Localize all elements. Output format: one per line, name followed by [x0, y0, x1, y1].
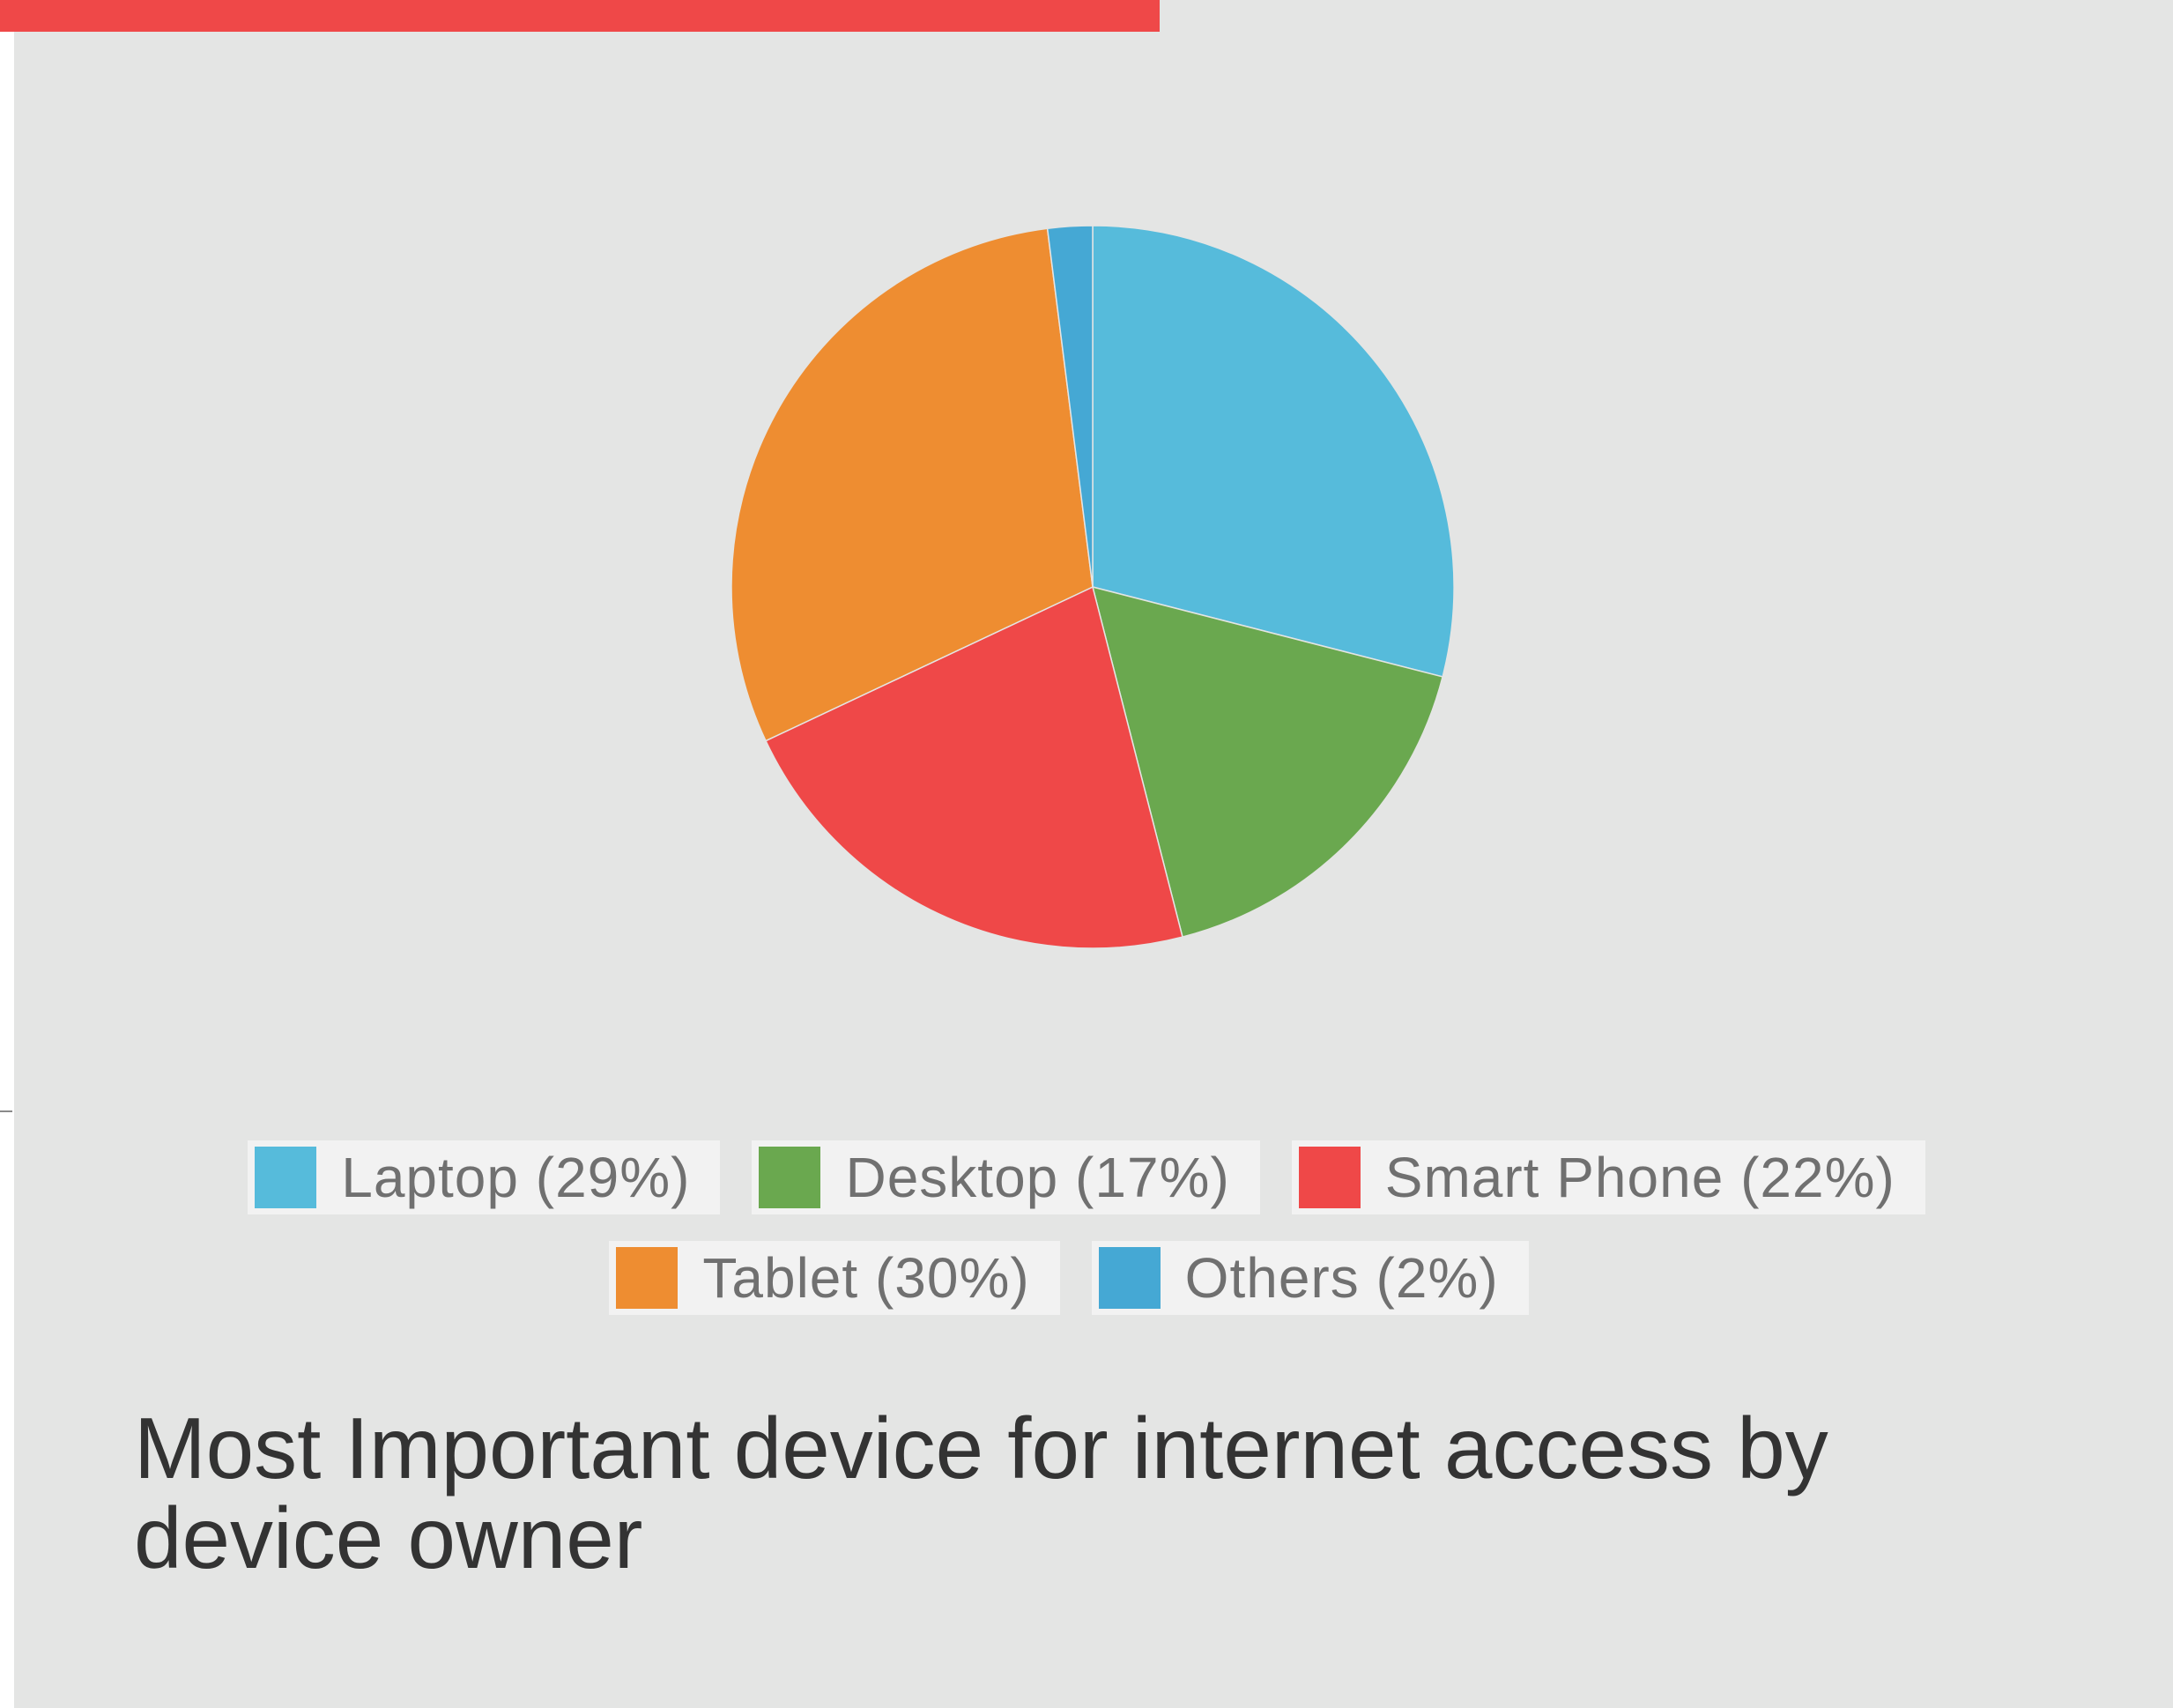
legend-label-others: Others (2%)	[1184, 1246, 1499, 1310]
legend-item-desktop[interactable]: Desktop (17%)	[752, 1140, 1260, 1214]
legend-row-1: Laptop (29%) Desktop (17%) Smart Phone (…	[0, 1140, 2173, 1214]
legend-label-smart-phone: Smart Phone (22%)	[1384, 1146, 1895, 1209]
legend-label-laptop: Laptop (29%)	[341, 1146, 691, 1209]
legend-swatch-others	[1098, 1247, 1161, 1309]
pie-slice-others[interactable]	[1046, 225, 1094, 588]
legend-swatch-smart-phone	[1298, 1147, 1361, 1208]
legend-item-laptop[interactable]: Laptop (29%)	[248, 1140, 721, 1214]
legend-label-tablet: Tablet (30%)	[702, 1246, 1030, 1310]
chart-legend: Laptop (29%) Desktop (17%) Smart Phone (…	[0, 1140, 2173, 1341]
pie-slice-laptop[interactable]	[1092, 225, 1455, 678]
accent-bar	[0, 0, 1160, 32]
legend-item-tablet[interactable]: Tablet (30%)	[609, 1241, 1060, 1315]
legend-swatch-desktop	[759, 1147, 821, 1208]
legend-item-smart-phone[interactable]: Smart Phone (22%)	[1291, 1140, 1925, 1214]
legend-row-2: Tablet (30%) Others (2%)	[0, 1241, 2155, 1315]
legend-label-desktop: Desktop (17%)	[845, 1146, 1230, 1209]
legend-swatch-tablet	[616, 1247, 679, 1309]
legend-item-others[interactable]: Others (2%)	[1091, 1241, 1529, 1315]
pie-chart	[731, 225, 1455, 949]
chart-title: Most Important device for internet acces…	[134, 1400, 1828, 1586]
legend-swatch-laptop	[255, 1147, 317, 1208]
edge-tick-mark	[0, 1110, 12, 1112]
pie-slice-smart-phone[interactable]	[765, 585, 1183, 949]
pie-slice-desktop[interactable]	[1091, 585, 1444, 939]
pie-slice-tablet[interactable]	[731, 227, 1094, 742]
